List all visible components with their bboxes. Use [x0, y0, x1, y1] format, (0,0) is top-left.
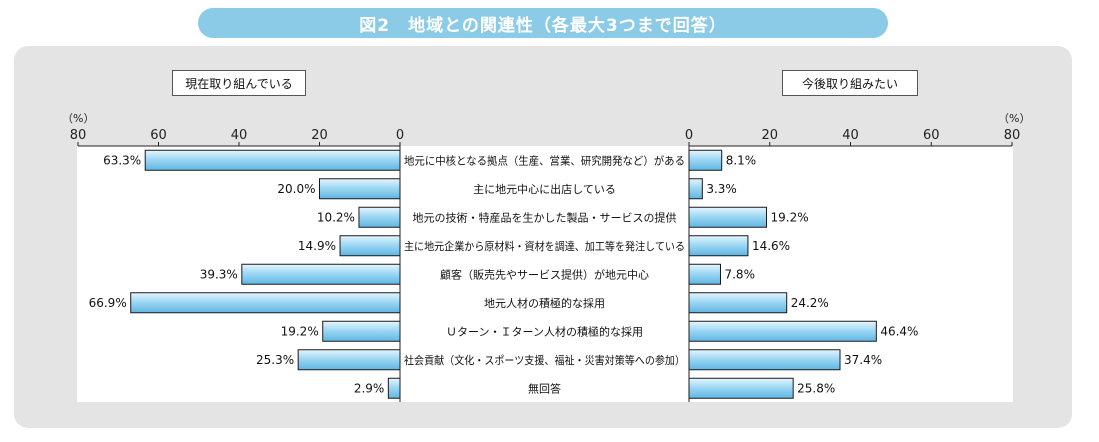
category-label: 地元の技術・特産品を生かした製品・サービスの提供 — [413, 210, 677, 224]
left-bar — [144, 149, 401, 171]
category-label: 主に地元企業から原材料・資材を調達、加工等を発注している — [404, 239, 685, 253]
right-value-label: 19.2% — [771, 210, 809, 224]
left-bar — [319, 178, 401, 200]
left-bar — [241, 263, 401, 285]
left-value-label: 20.0% — [277, 182, 315, 196]
left-value-label: 14.9% — [298, 239, 336, 253]
right-value-label: 24.2% — [791, 296, 829, 310]
left-tick-label: 20 — [311, 128, 328, 143]
left-bar — [322, 320, 401, 342]
right-bar — [688, 149, 723, 171]
left-tick-label: 40 — [231, 128, 248, 143]
right-series-label: 今後取り組みたい — [782, 70, 918, 96]
right-value-label: 7.8% — [724, 267, 755, 281]
right-value-label: 14.6% — [752, 239, 790, 253]
right-value-label: 46.4% — [880, 324, 918, 338]
right-unit-label: （%） — [998, 112, 1031, 125]
left-bar — [297, 349, 401, 371]
right-value-label: 37.4% — [844, 353, 882, 367]
right-bar — [688, 263, 721, 285]
chart-title: 図2 地域との関連性（各最大3つまで回答） — [198, 8, 888, 38]
right-bar — [688, 178, 703, 200]
left-tick-label: 60 — [150, 128, 167, 143]
left-tick-label: 80 — [70, 128, 87, 143]
left-value-label: 19.2% — [281, 324, 319, 338]
right-bar — [688, 235, 749, 257]
right-tick-label: 0 — [685, 128, 693, 143]
right-tick-label: 80 — [1004, 128, 1021, 143]
left-bar — [358, 206, 401, 228]
right-tick-label: 60 — [923, 128, 940, 143]
left-value-label: 2.9% — [354, 381, 385, 395]
right-value-label: 3.3% — [706, 182, 737, 196]
left-series-label: 現在取り組んでいる — [172, 70, 306, 96]
category-label: 顧客（販売先やサービス提供）が地元中心 — [440, 267, 649, 281]
right-bar — [688, 206, 768, 228]
category-label: 無回答 — [528, 381, 561, 395]
category-label: 主に地元中心に出店している — [473, 182, 616, 196]
left-value-label: 25.3% — [256, 353, 294, 367]
left-tick-label: 0 — [396, 128, 404, 143]
left-value-label: 66.9% — [89, 296, 127, 310]
left-value-label: 63.3% — [103, 153, 141, 167]
right-bar — [688, 292, 788, 314]
left-bar — [339, 235, 401, 257]
category-label: Ｕターン・Ｉターン人材の積極的な採用 — [446, 324, 643, 338]
right-bar — [688, 320, 877, 342]
left-value-label: 10.2% — [317, 210, 355, 224]
category-label: 地元人材の積極的な採用 — [484, 296, 605, 310]
right-value-label: 8.1% — [726, 153, 757, 167]
category-label: 地元に中核となる拠点（生産、営業、研究開発など）がある — [404, 153, 685, 167]
right-tick-label: 40 — [842, 128, 859, 143]
right-bar — [688, 377, 794, 399]
left-value-label: 39.3% — [200, 267, 238, 281]
right-value-label: 25.8% — [797, 381, 835, 395]
plot-area — [77, 146, 1013, 402]
left-unit-label: （%） — [62, 112, 95, 125]
left-bar — [130, 292, 401, 314]
left-bar — [387, 377, 401, 399]
right-tick-label: 20 — [761, 128, 778, 143]
right-bar — [688, 349, 841, 371]
category-label: 社会貢献（文化・スポーツ支援、福祉・災害対策等への参加） — [404, 353, 685, 367]
